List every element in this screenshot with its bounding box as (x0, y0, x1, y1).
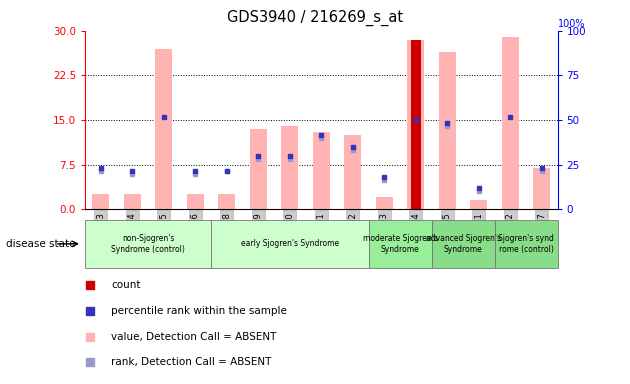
Text: early Sjogren's Syndrome: early Sjogren's Syndrome (241, 239, 339, 248)
FancyBboxPatch shape (85, 220, 211, 268)
FancyBboxPatch shape (432, 220, 495, 268)
Bar (533, 168, 551, 209)
Text: moderate Sjogren's
Syndrome: moderate Sjogren's Syndrome (363, 234, 437, 253)
FancyBboxPatch shape (495, 220, 558, 268)
Bar (281, 126, 299, 209)
Text: 100%: 100% (558, 19, 585, 29)
Text: disease state: disease state (6, 239, 76, 249)
Bar (375, 197, 393, 209)
Bar (344, 135, 362, 209)
Bar (249, 129, 267, 209)
Bar (470, 200, 488, 209)
Text: rank, Detection Call = ABSENT: rank, Detection Call = ABSENT (111, 358, 272, 367)
Bar (123, 194, 141, 209)
Bar (501, 36, 519, 209)
Text: advanced Sjogren's
Syndrome: advanced Sjogren's Syndrome (425, 234, 501, 253)
Text: percentile rank within the sample: percentile rank within the sample (111, 306, 287, 316)
FancyBboxPatch shape (211, 220, 369, 268)
Bar (312, 132, 330, 209)
Text: count: count (111, 280, 140, 290)
Bar (411, 40, 421, 209)
Bar (218, 194, 236, 209)
Text: value, Detection Call = ABSENT: value, Detection Call = ABSENT (111, 332, 277, 342)
Bar (407, 40, 425, 209)
Bar (92, 194, 110, 209)
Bar (186, 194, 204, 209)
Text: non-Sjogren's
Syndrome (control): non-Sjogren's Syndrome (control) (111, 234, 185, 253)
Bar (155, 49, 173, 209)
FancyBboxPatch shape (369, 220, 432, 268)
Text: Sjogren's synd
rome (control): Sjogren's synd rome (control) (498, 234, 554, 253)
Text: GDS3940 / 216269_s_at: GDS3940 / 216269_s_at (227, 10, 403, 26)
Bar (438, 51, 456, 209)
